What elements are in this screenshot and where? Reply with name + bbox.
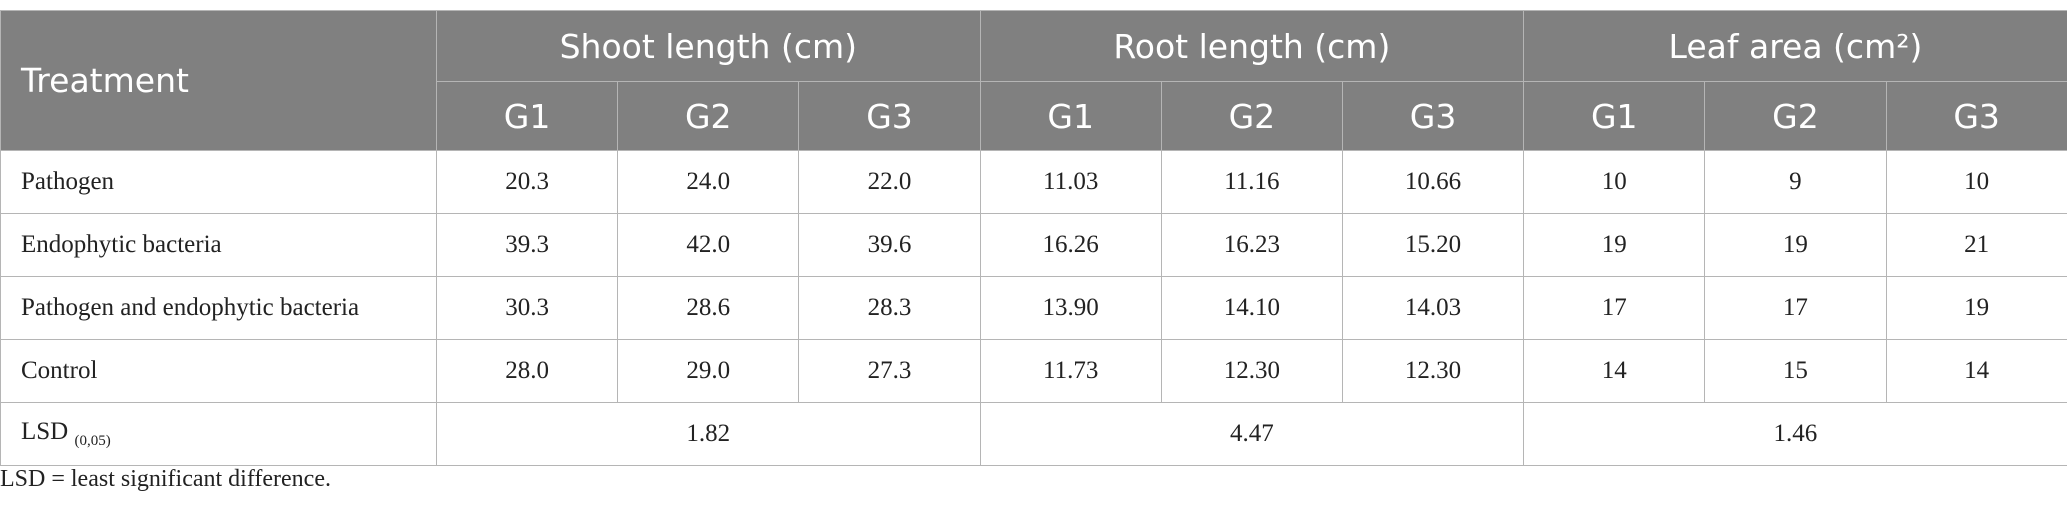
- cell: 14.10: [1160, 276, 1343, 340]
- row-label: Pathogen: [0, 150, 437, 214]
- cell: 17: [1523, 276, 1706, 340]
- data-row: Pathogen and endophytic bacteria 30.3 28.6…: [0, 276, 2067, 340]
- cell: 9: [1704, 150, 1887, 214]
- cell: 11.03: [979, 150, 1162, 214]
- cell: 14: [1523, 339, 1706, 403]
- cell: 10: [1885, 150, 2067, 214]
- subheader: G1: [1523, 81, 1706, 151]
- subheader: G2: [1160, 81, 1343, 151]
- cell: 10: [1523, 150, 1706, 214]
- cell: 22.0: [798, 150, 981, 214]
- subheader-row: G1 G2 G3 G1 G2 G3 G1 G2 G3: [1, 81, 2067, 151]
- cell: 12.30: [1160, 339, 1343, 403]
- group-header: Leaf area (cm²): [1523, 10, 2067, 82]
- row-label: LSD (0,05): [0, 402, 437, 466]
- group-header: Shoot length (cm): [436, 10, 981, 82]
- lsd-label: LSD: [21, 418, 69, 445]
- treatment-header: Treatment: [0, 10, 437, 151]
- group-header: Root length (cm): [979, 10, 1525, 82]
- cell: 15: [1704, 339, 1887, 403]
- cell: 24.0: [617, 150, 800, 214]
- subheader: G2: [617, 81, 800, 151]
- data-row: Control 28.0 29.0 27.3 11.73 12.30 12.30 14 15 14: [0, 339, 2067, 403]
- lsd-value: 1.82: [436, 402, 981, 466]
- cell: 11.73: [979, 339, 1162, 403]
- subheader: G3: [798, 81, 981, 151]
- data-row: Pathogen 20.3 24.0 22.0 11.03 11.16 10.66 10 9 10: [0, 150, 2067, 214]
- cell: 16.26: [979, 213, 1162, 277]
- lsd-subscript: (0,05): [74, 433, 111, 449]
- data-table: Treatment Shoot length (cm) Root length (c…: [0, 10, 2067, 466]
- cell: 11.16: [1160, 150, 1343, 214]
- footnote: LSD = least significant difference.: [0, 466, 331, 492]
- lsd-row: LSD (0,05) 1.82 4.47 1.46: [0, 402, 2067, 466]
- cell: 30.3: [435, 276, 619, 340]
- cell: 19: [1704, 213, 1887, 277]
- subheader: G1: [979, 81, 1162, 151]
- subheader: G3: [1341, 81, 1525, 151]
- cell: 17: [1704, 276, 1887, 340]
- cell: 20.3: [435, 150, 619, 214]
- cell: 21: [1885, 213, 2067, 277]
- table-head: Treatment Shoot length (cm) Root length (c…: [0, 10, 2067, 151]
- cell: 28.3: [798, 276, 981, 340]
- cell: 13.90: [979, 276, 1162, 340]
- data-row: Endophytic bacteria 39.3 42.0 39.6 16.26 16.2…: [0, 213, 2067, 277]
- lsd-value: 1.46: [1523, 402, 2067, 466]
- cell: 39.3: [435, 213, 619, 277]
- cell: 39.6: [798, 213, 981, 277]
- cell: 14: [1885, 339, 2067, 403]
- subheader: G2: [1704, 81, 1887, 151]
- cell: 12.30: [1341, 339, 1525, 403]
- cell: 28.6: [617, 276, 800, 340]
- cell: 10.66: [1341, 150, 1525, 214]
- cell: 29.0: [617, 339, 800, 403]
- cell: 19: [1523, 213, 1706, 277]
- cell: 27.3: [798, 339, 981, 403]
- row-label: Pathogen and endophytic bacteria: [0, 276, 437, 340]
- lsd-value: 4.47: [979, 402, 1525, 466]
- subheader: G3: [1885, 81, 2067, 151]
- cell: 14.03: [1341, 276, 1525, 340]
- row-label: Endophytic bacteria: [0, 213, 437, 277]
- cell: 28.0: [435, 339, 619, 403]
- cell: 19: [1885, 276, 2067, 340]
- subheader: G1: [435, 81, 619, 151]
- row-label: Control: [0, 339, 437, 403]
- cell: 42.0: [617, 213, 800, 277]
- cell: 16.23: [1160, 213, 1343, 277]
- table-body: Pathogen 20.3 24.0 22.0 11.03 11.16 10.66 10 9 10…: [0, 150, 2067, 466]
- cell: 15.20: [1341, 213, 1525, 277]
- header-row: Treatment Shoot length (cm) Root length (c…: [0, 10, 2067, 151]
